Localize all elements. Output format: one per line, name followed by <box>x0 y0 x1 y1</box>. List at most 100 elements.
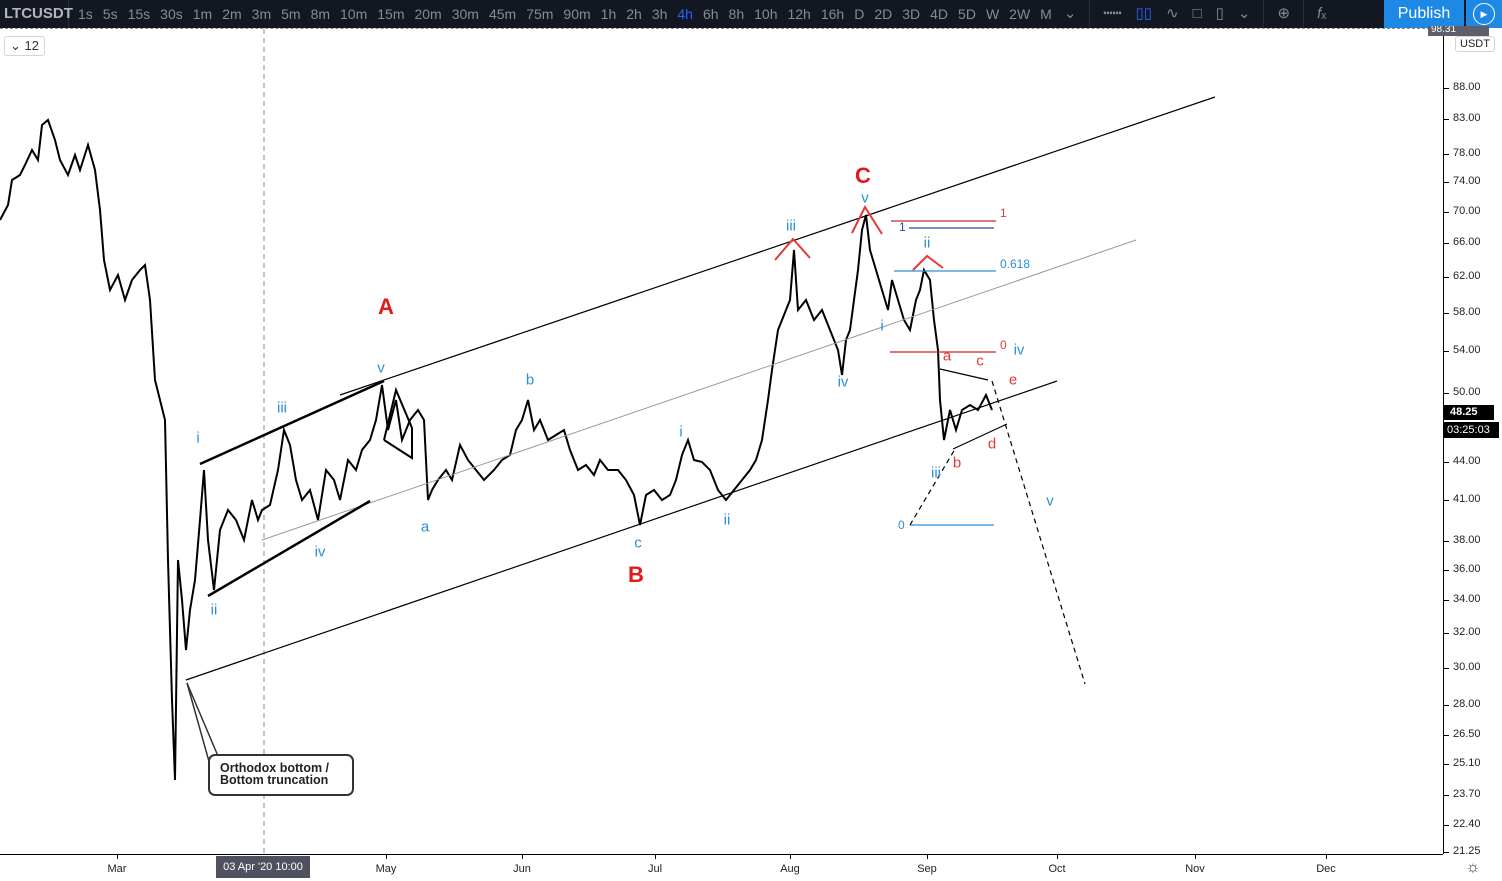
interval-3D[interactable]: 3D <box>902 6 921 22</box>
interval-W[interactable]: W <box>985 6 1000 22</box>
interval-dropdown-icon[interactable]: ⌄ <box>1063 5 1077 22</box>
wave-label[interactable]: iv <box>1013 341 1025 359</box>
interval-75m[interactable]: 75m <box>526 6 554 22</box>
interval-4D[interactable]: 4D <box>930 6 949 22</box>
price-tick-mark <box>1444 541 1449 542</box>
wave-label[interactable]: iv <box>314 543 326 561</box>
interval-1m[interactable]: 1m <box>192 6 213 22</box>
interval-30s[interactable]: 30s <box>160 6 183 22</box>
interval-4h[interactable]: 4h <box>677 6 693 22</box>
chart-type-dropdown-icon[interactable]: ⌄ <box>1237 5 1251 22</box>
compare-add-icon[interactable]: ⊕ <box>1277 5 1291 22</box>
price-tick-mark <box>1444 570 1449 571</box>
interval-12h[interactable]: 12h <box>787 6 811 22</box>
symbol-name[interactable]: LTCUSDT <box>0 0 73 28</box>
interval-D[interactable]: D <box>854 6 865 22</box>
interval-8m[interactable]: 8m <box>310 6 331 22</box>
wave-label[interactable]: ii <box>210 601 218 619</box>
play-icon: ▶ <box>1473 3 1495 25</box>
wave-label[interactable]: ii <box>923 234 931 252</box>
currency-label[interactable]: USDT <box>1455 36 1495 52</box>
wave-label[interactable]: i <box>880 317 884 335</box>
wave-label[interactable]: i <box>196 429 200 447</box>
price-tick-label: 32.00 <box>1453 626 1481 638</box>
interval-2h[interactable]: 2h <box>626 6 642 22</box>
interval-10h[interactable]: 10h <box>754 6 778 22</box>
wave-label[interactable]: v <box>861 189 869 207</box>
wave-label[interactable]: c <box>634 534 642 552</box>
price-tick-label: 62.00 <box>1453 270 1481 282</box>
interval-20m[interactable]: 20m <box>414 6 442 22</box>
interval-10m[interactable]: 10m <box>340 6 368 22</box>
hollow-candles-icon[interactable]: ▯ <box>1215 5 1224 22</box>
interval-8h[interactable]: 8h <box>728 6 745 22</box>
chart-canvas[interactable] <box>0 29 1443 854</box>
price-tick-label: 34.00 <box>1453 593 1481 605</box>
wave-label[interactable]: b <box>952 454 962 472</box>
price-tick-mark <box>1444 735 1449 736</box>
replay-button[interactable]: ▶ <box>1466 0 1502 28</box>
interval-3h[interactable]: 3h <box>651 6 668 22</box>
wave-label[interactable]: d <box>987 435 997 453</box>
wave-label[interactable]: ii <box>723 511 731 529</box>
interval-2W[interactable]: 2W <box>1009 6 1031 22</box>
interval-list: 1s 5s 15s 30s 1m 2m 3m 5m 8m 10m 15m 20m 30m 45m 75m 90… <box>73 0 1057 28</box>
wave-label[interactable]: a <box>942 347 952 365</box>
interval-2m[interactable]: 2m <box>222 6 242 22</box>
wave-label[interactable]: iii <box>786 217 796 235</box>
heikin-ashi-icon[interactable]: □ <box>1192 5 1202 22</box>
time-tick-mark <box>1057 855 1058 859</box>
wave-label[interactable]: e <box>1008 371 1018 389</box>
interval-90m[interactable]: 90m <box>563 6 591 22</box>
publish-button[interactable]: Publish <box>1384 0 1464 28</box>
interval-16h[interactable]: 16h <box>820 6 845 22</box>
bars-icon[interactable]: ┅┅ <box>1103 5 1122 22</box>
wave-label[interactable]: B <box>628 562 644 587</box>
legend-collapse-button[interactable]: ⌄ 12 <box>4 36 45 56</box>
wave-label[interactable]: b <box>525 371 535 389</box>
interval-15s[interactable]: 15s <box>127 6 151 22</box>
price-tick-label: 30.00 <box>1453 661 1481 673</box>
interval-5m[interactable]: 5m <box>281 6 301 22</box>
wave-label[interactable]: i <box>679 423 683 441</box>
price-tick-mark <box>1444 600 1449 601</box>
price-tick-mark <box>1444 119 1449 120</box>
gear-icon[interactable]: ☼ <box>1465 859 1481 876</box>
line-icon[interactable]: ∿ <box>1166 5 1179 22</box>
wave-label[interactable]: C <box>855 163 871 188</box>
wave-label[interactable]: c <box>976 352 984 370</box>
price-tick-label: 54.00 <box>1453 344 1481 356</box>
time-tick-label: Aug <box>780 863 800 875</box>
price-tick-label: 41.00 <box>1453 493 1481 505</box>
interval-15m[interactable]: 15m <box>377 6 405 22</box>
time-axis[interactable]: Mar May Jun Jul Aug Sep Oct Nov Dec <box>0 854 1443 881</box>
price-tick-label: 70.00 <box>1453 205 1481 217</box>
wave-label[interactable]: iii <box>277 399 287 417</box>
interval-2D[interactable]: 2D <box>874 6 893 22</box>
wave-label[interactable]: A <box>378 294 394 319</box>
interval-3m[interactable]: 3m <box>251 6 272 22</box>
interval-6h[interactable]: 6h <box>702 6 719 22</box>
indicators-fx-icon[interactable]: fₓ <box>1317 5 1327 22</box>
wave-label[interactable]: v <box>1046 492 1054 510</box>
interval-5s[interactable]: 5s <box>102 6 118 22</box>
price-tick-mark <box>1444 277 1449 278</box>
price-tick-mark <box>1444 212 1449 213</box>
interval-M[interactable]: M <box>1040 6 1052 22</box>
interval-45m[interactable]: 45m <box>488 6 517 22</box>
wave-label[interactable]: iii <box>931 464 941 482</box>
interval-1s[interactable]: 1s <box>78 6 93 22</box>
fib-level-label: 0 <box>898 518 905 532</box>
price-tick-label: 88.00 <box>1453 81 1481 93</box>
interval-1h[interactable]: 1h <box>600 6 617 22</box>
wave-label[interactable]: v <box>377 359 385 377</box>
wave-label[interactable]: iv <box>837 373 849 391</box>
wave-label[interactable]: a <box>420 518 430 536</box>
interval-30m[interactable]: 30m <box>451 6 479 22</box>
annotation-callout[interactable]: Orthodox bottom / Bottom truncation <box>208 754 354 796</box>
chevron-down-icon: ⌄ <box>10 38 25 53</box>
price-tick-mark <box>1444 243 1449 244</box>
interval-5D[interactable]: 5D <box>958 6 976 22</box>
price-axis[interactable]: 88.00 83.00 78.00 74.00 70.00 66.00 62.00 58.00… <box>1443 28 1502 857</box>
candles-icon[interactable]: ▯▯ <box>1135 5 1152 22</box>
